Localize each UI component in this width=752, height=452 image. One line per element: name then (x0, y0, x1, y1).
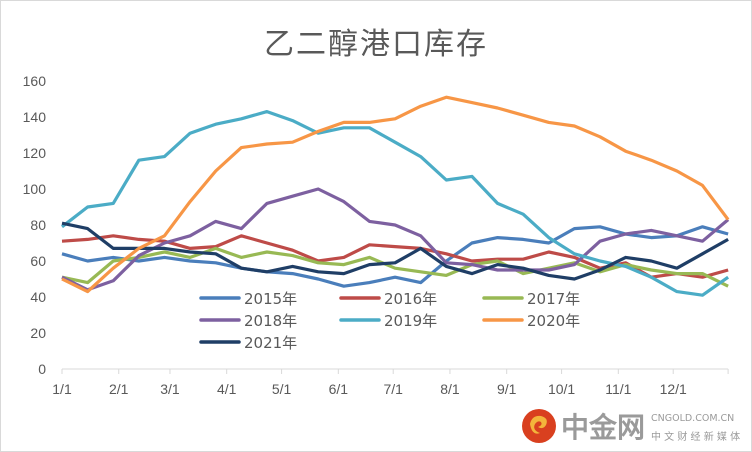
legend-label: 2021年 (244, 334, 297, 352)
y-tick-label: 60 (30, 253, 46, 269)
watermark-slogan: 中 文 财 经 新 媒 体 (651, 430, 740, 443)
series-line-2015年 (61, 225, 729, 288)
chart-title: 乙二醇港口库存 (264, 27, 488, 62)
y-tick-label: 80 (30, 217, 46, 233)
x-tick-label: 7/1 (383, 381, 403, 397)
y-tick-label: 100 (23, 181, 47, 197)
watermark-domain: CNGOLD.COM.CN (651, 413, 734, 424)
watermark-brand: 中金网 (561, 411, 645, 444)
series-line-2019年 (61, 109, 730, 297)
x-tick-label: 11/1 (605, 381, 631, 397)
series-line-2021年 (61, 221, 729, 281)
x-tick-label: 9/1 (497, 381, 517, 397)
legend-label: 2016年 (384, 290, 437, 308)
legend-label: 2015年 (244, 290, 297, 308)
y-tick-label: 160 (23, 73, 47, 89)
x-tick-label: 6/1 (329, 381, 349, 397)
y-tick-label: 120 (23, 145, 47, 161)
y-tick-label: 20 (30, 325, 46, 341)
legend-label: 2018年 (244, 312, 297, 330)
cngold-logo-icon (522, 409, 556, 443)
legend-label: 2019年 (384, 312, 437, 330)
y-tick-label: 140 (23, 109, 47, 125)
legend-label: 2017年 (527, 290, 580, 308)
x-tick-label: 8/1 (440, 381, 460, 397)
x-tick-label: 4/1 (217, 381, 237, 397)
series-line-2018年 (61, 187, 730, 292)
legend-label: 2020年 (527, 312, 580, 330)
x-tick-label: 1/1 (52, 381, 72, 397)
y-tick-label: 40 (30, 289, 46, 305)
series-line-2020年 (61, 95, 730, 294)
x-tick-label: 12/1 (660, 381, 687, 397)
series-line-2017年 (61, 246, 729, 288)
x-tick-label: 3/1 (160, 381, 180, 397)
x-tick-label: 10/1 (548, 381, 575, 397)
x-tick-label: 2/1 (109, 381, 129, 397)
x-tick-label: 5/1 (272, 381, 292, 397)
y-tick-label: 0 (38, 361, 46, 377)
